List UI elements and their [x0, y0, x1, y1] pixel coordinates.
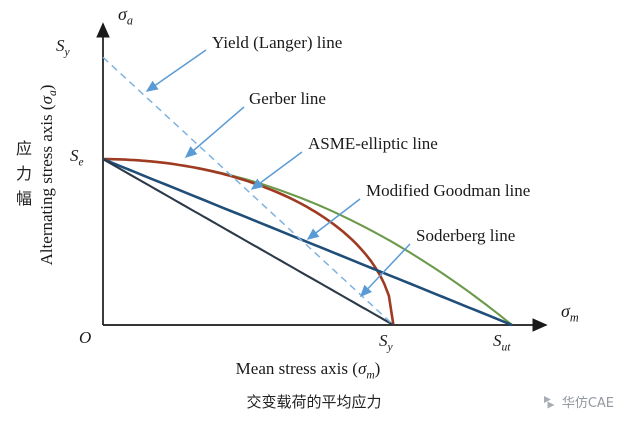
- label-yield-langer-line: Yield (Langer) line: [212, 33, 343, 52]
- sy-yaxis-sub: y: [64, 45, 70, 59]
- x-title-post: ): [374, 359, 381, 378]
- watermark-text: 华仿CAE: [561, 396, 614, 411]
- sigma-a-sub: a: [126, 13, 134, 28]
- sut-sub: ut: [501, 340, 511, 354]
- x-title-sub: m: [366, 368, 375, 382]
- point-label-sut: Sut: [493, 331, 510, 353]
- point-label-sy-xaxis: Sy: [379, 331, 393, 353]
- x-axis-title: Mean stress axis (σm): [148, 359, 468, 381]
- bottom-caption: 交变载荷的平均应力: [246, 393, 382, 411]
- watermark: 华仿CAE: [541, 392, 614, 411]
- soderberg-arrow: [359, 243, 411, 298]
- x-title-pre: Mean stress axis (: [235, 359, 358, 378]
- left-vertical-caption: 应力幅: [13, 140, 32, 215]
- y-title-sub: a: [46, 90, 60, 97]
- asme-elliptic-line-curve: [103, 157, 395, 326]
- point-label-sy-yaxis: Sy: [56, 36, 70, 58]
- x-axis-symbol: σm: [561, 301, 579, 326]
- yield-langer-arrow: [145, 49, 207, 92]
- point-label-origin: O: [79, 328, 92, 347]
- modified-goodman-line-curve: [102, 157, 513, 327]
- y-title-sigma: σ: [36, 96, 56, 105]
- y-axis-title: Alternating stress axis (σa): [37, 85, 59, 266]
- asme-elliptic-arrow: [250, 151, 303, 190]
- se-sub: e: [78, 155, 84, 169]
- label-gerber-line: Gerber line: [249, 89, 326, 108]
- y-title-post: ): [36, 84, 56, 91]
- yield-langer-line-curve: [102, 56, 394, 326]
- sy-xaxis-base: S: [379, 331, 388, 350]
- sut-base: S: [493, 331, 502, 350]
- x-title-sigma: σ: [357, 359, 367, 378]
- sigma-m-base: σ: [561, 301, 570, 321]
- se-base: S: [70, 146, 79, 165]
- sigma-m-sub: m: [569, 310, 579, 325]
- sy-xaxis-sub: y: [387, 340, 393, 354]
- watermark-logo-icon: [543, 395, 555, 408]
- label-modified-goodman-line: Modified Goodman line: [366, 181, 531, 200]
- gerber-arrow: [184, 106, 245, 158]
- sigma-a-base: σ: [118, 4, 127, 24]
- soderberg-line-curve: [102, 158, 394, 326]
- y-title-pre: Alternating stress axis (: [36, 104, 56, 266]
- point-label-se: Se: [70, 146, 84, 168]
- sy-yaxis-base: S: [56, 36, 65, 55]
- label-asme-elliptic-line: ASME-elliptic line: [308, 134, 438, 153]
- modified-goodman-arrow: [306, 198, 361, 240]
- label-soderberg-line: Soderberg line: [416, 226, 516, 245]
- y-axis-symbol: σa: [118, 4, 133, 29]
